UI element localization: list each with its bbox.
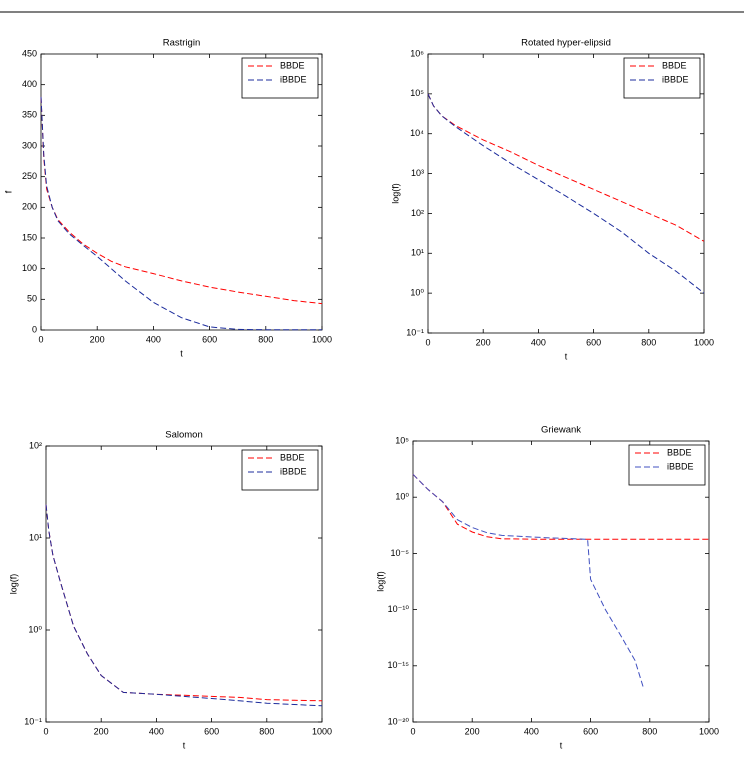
y-tick-label: 150 xyxy=(22,232,37,242)
data-line xyxy=(45,504,323,707)
y-tick-label: 10⁰ xyxy=(410,288,424,298)
y-tick-label: 10⁻²⁰ xyxy=(388,716,410,726)
legend-label: iBBDE xyxy=(280,74,307,84)
legend-box xyxy=(241,449,319,491)
chart-title: Rastrigin xyxy=(163,38,201,49)
y-tick-label: 10⁴ xyxy=(410,128,424,138)
chart-title: Salomon xyxy=(165,430,203,441)
y-axis-label: log(f) xyxy=(375,571,385,592)
y-tick-label: 450 xyxy=(22,48,37,58)
plot-area xyxy=(412,440,710,723)
data-line xyxy=(412,473,709,540)
data-line xyxy=(40,96,323,305)
legend-box xyxy=(628,444,706,486)
legend-label: BBDE xyxy=(667,447,692,457)
y-tick-label: 10⁵ xyxy=(410,88,424,98)
x-axis-label: t xyxy=(180,348,183,358)
x-tick-label: 400 xyxy=(524,726,539,736)
y-tick-label: 100 xyxy=(22,263,37,273)
x-tick-label: 200 xyxy=(94,726,109,736)
y-tick-label: 10⁶ xyxy=(410,48,424,58)
x-tick-label: 800 xyxy=(642,726,657,736)
legend-label: iBBDE xyxy=(662,74,689,84)
plot-area xyxy=(40,53,323,331)
data-line xyxy=(427,93,705,294)
x-tick-label: 600 xyxy=(204,726,219,736)
y-tick-label: 300 xyxy=(22,140,37,150)
x-tick-label: 1000 xyxy=(312,334,332,344)
x-tick-label: 400 xyxy=(149,726,164,736)
y-tick-label: 400 xyxy=(22,79,37,89)
legend-label: BBDE xyxy=(662,60,687,70)
y-tick-label: 10⁰ xyxy=(28,624,42,634)
chart-title: Rotated hyper-elipsid xyxy=(521,38,611,49)
data-line xyxy=(427,93,705,242)
x-tick-label: 800 xyxy=(259,726,274,736)
chart-title: Griewank xyxy=(541,425,581,436)
x-axis-label: t xyxy=(183,740,186,750)
y-tick-label: 10¹ xyxy=(411,248,424,258)
y-tick-label: 10⁵ xyxy=(395,435,409,445)
x-tick-label: 0 xyxy=(425,337,430,347)
x-tick-label: 800 xyxy=(641,337,656,347)
y-tick-label: 10⁻¹⁵ xyxy=(388,660,410,670)
y-axis-label: log(f) xyxy=(8,574,18,595)
x-tick-label: 0 xyxy=(410,726,415,736)
x-tick-label: 0 xyxy=(38,334,43,344)
y-tick-label: 10³ xyxy=(411,168,424,178)
y-tick-label: 10⁰ xyxy=(395,492,409,502)
x-tick-label: 200 xyxy=(476,337,491,347)
x-tick-label: 1000 xyxy=(694,337,714,347)
y-tick-label: 0 xyxy=(32,324,37,334)
x-tick-label: 200 xyxy=(90,334,105,344)
y-tick-label: 10⁻¹ xyxy=(406,327,424,337)
plot-area xyxy=(427,53,705,334)
y-tick-label: 10⁻⁵ xyxy=(391,548,410,558)
y-tick-label: 10¹ xyxy=(29,532,42,542)
y-tick-label: 200 xyxy=(22,202,37,212)
data-line xyxy=(40,96,322,331)
x-tick-label: 1000 xyxy=(312,726,332,736)
legend-box xyxy=(623,57,701,99)
y-tick-label: 10⁻¹⁰ xyxy=(388,604,410,614)
y-tick-label: 50 xyxy=(27,294,37,304)
x-tick-label: 800 xyxy=(258,334,273,344)
y-tick-label: 10² xyxy=(411,208,424,218)
y-tick-label: 10⁻¹ xyxy=(24,716,42,726)
y-axis-label: f xyxy=(3,190,13,193)
x-tick-label: 600 xyxy=(583,726,598,736)
x-tick-label: 200 xyxy=(465,726,480,736)
x-axis-label: t xyxy=(565,351,568,361)
legend-label: BBDE xyxy=(280,452,305,462)
legend-label: BBDE xyxy=(280,60,305,70)
x-tick-label: 0 xyxy=(43,726,48,736)
x-tick-label: 400 xyxy=(531,337,546,347)
legend-box xyxy=(241,57,319,99)
y-tick-label: 10² xyxy=(29,440,42,450)
y-tick-label: 250 xyxy=(22,171,37,181)
x-tick-label: 600 xyxy=(202,334,217,344)
x-axis-label: t xyxy=(560,740,563,750)
legend-label: iBBDE xyxy=(667,461,694,471)
x-tick-label: 600 xyxy=(586,337,601,347)
legend-label: iBBDE xyxy=(280,466,307,476)
y-axis-label: log(f) xyxy=(390,183,400,204)
x-tick-label: 400 xyxy=(146,334,161,344)
plot-area xyxy=(45,445,323,723)
y-tick-label: 350 xyxy=(22,110,37,120)
x-tick-label: 1000 xyxy=(699,726,719,736)
